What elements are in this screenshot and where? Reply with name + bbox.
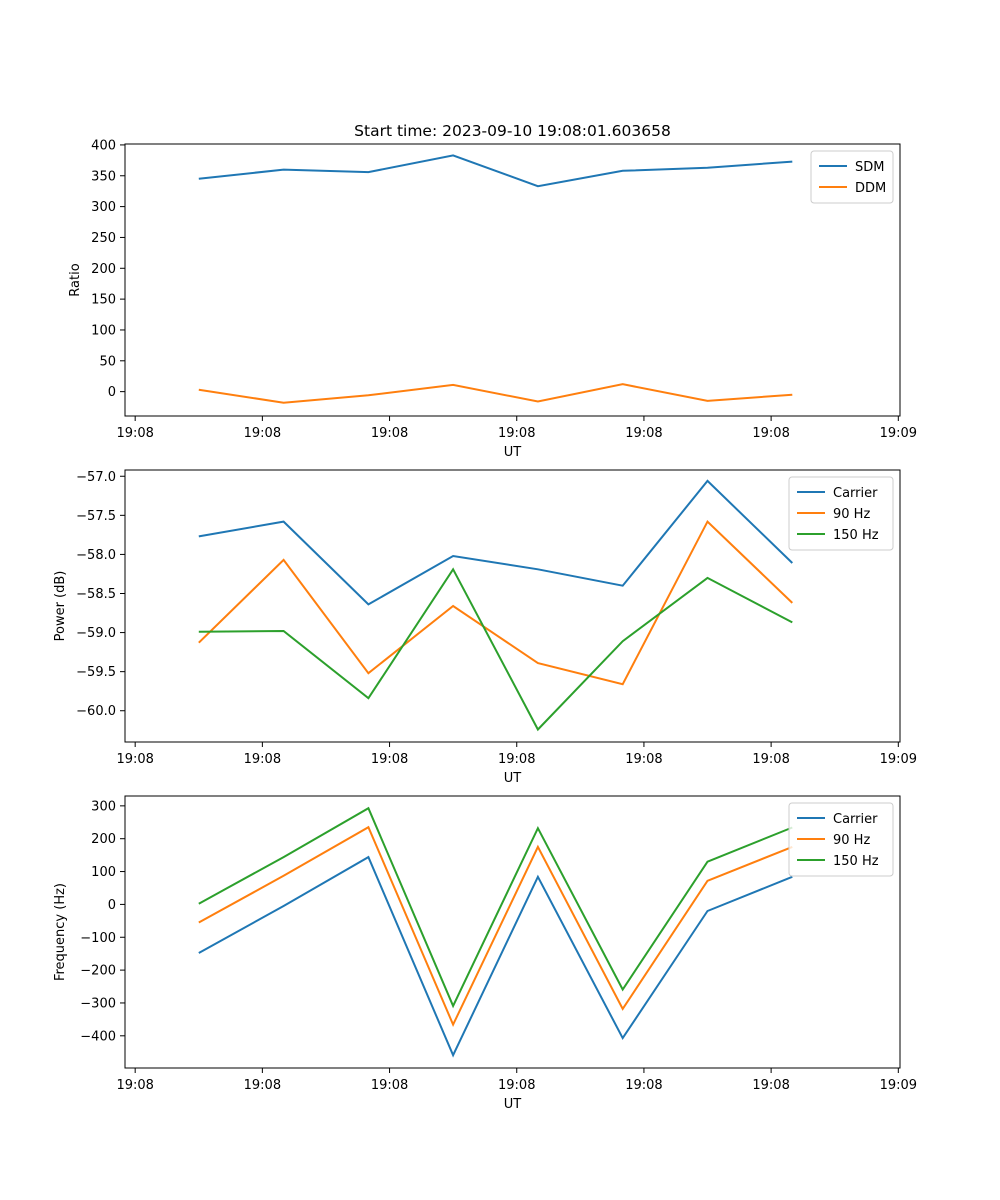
y-axis-label: Frequency (Hz)	[53, 883, 68, 981]
x-axis-label: UT	[504, 1097, 522, 1112]
x-tick-label: 19:09	[880, 752, 917, 767]
series-line-150-hz	[198, 806, 793, 1009]
y-tick-label: −400	[80, 1029, 116, 1044]
x-axis-label: UT	[504, 771, 522, 786]
y-tick-label: 300	[91, 200, 116, 215]
panel-3: −400 −300 −200 −100 0 100 200 300 19:08 19:08 19:0…	[53, 795, 917, 1112]
x-tick-label: 19:08	[498, 752, 535, 767]
x-tick-label: 19:08	[116, 1078, 153, 1093]
legend: SDM DDM	[810, 150, 894, 204]
y-tick-label: 150	[91, 293, 116, 308]
x-tick-label: 19:08	[752, 1078, 789, 1093]
y-tick-label: −57.5	[76, 509, 116, 524]
panel-2: −60.0 −59.5 −59.0 −58.5 −58.0 −57.5 −57.0 19:08…	[53, 469, 917, 786]
x-tick-label: 19:08	[752, 426, 789, 441]
y-tick-label: 100	[91, 865, 116, 880]
series-line-carrier	[198, 479, 793, 606]
x-tick-label: 19:08	[116, 426, 153, 441]
legend-label: 150 Hz	[833, 528, 879, 543]
series-line-ddm	[198, 383, 793, 404]
y-tick-label: 50	[99, 354, 116, 369]
axes-frame	[124, 143, 901, 417]
x-tick-label: 19:08	[752, 752, 789, 767]
x-tick-label: 19:08	[244, 752, 281, 767]
legend-label: 150 Hz	[833, 854, 879, 869]
y-tick-label: 0	[108, 898, 116, 913]
x-tick-label: 19:08	[244, 1078, 281, 1093]
x-tick-label: 19:08	[371, 1078, 408, 1093]
x-axis-label: UT	[504, 445, 522, 460]
x-tick-label: 19:09	[880, 426, 917, 441]
y-tick-label: −57.0	[76, 470, 116, 485]
x-tick-label: 19:08	[498, 1078, 535, 1093]
x-tick-label: 19:08	[244, 426, 281, 441]
y-tick-label: 400	[91, 138, 116, 153]
x-tick-label: 19:08	[371, 426, 408, 441]
x-tick-label: 19:08	[625, 426, 662, 441]
y-axis-label: Power (dB)	[53, 571, 68, 642]
y-tick-label: −60.0	[76, 704, 116, 719]
y-tick-label: 0	[108, 385, 116, 400]
legend-box	[788, 802, 894, 877]
y-tick-label: −200	[80, 964, 116, 979]
legend-label: Carrier	[833, 486, 878, 501]
axes-frame	[124, 795, 901, 1069]
y-tick-label: 250	[91, 231, 116, 246]
x-tick-label: 19:08	[625, 752, 662, 767]
axes-frame	[124, 469, 901, 743]
y-tick-label: 300	[91, 799, 116, 814]
legend-box	[788, 476, 894, 551]
legend-label: 90 Hz	[833, 833, 870, 848]
y-tick-label: −58.0	[76, 548, 116, 563]
legend-label: DDM	[855, 181, 886, 196]
x-tick-label: 19:08	[116, 752, 153, 767]
y-tick-label: −58.5	[76, 587, 116, 602]
y-tick-label: 100	[91, 323, 116, 338]
y-tick-label: 200	[91, 832, 116, 847]
legend-label: SDM	[855, 160, 884, 175]
legend-label: 90 Hz	[833, 507, 870, 522]
y-axis-label: Ratio	[68, 263, 83, 296]
series-line-90-hz	[198, 825, 793, 1028]
series-line-90-hz	[198, 519, 793, 686]
legend: Carrier 90 Hz 150 Hz	[788, 476, 894, 551]
legend-label: Carrier	[833, 812, 878, 827]
series-line-150-hz	[198, 567, 793, 732]
y-tick-label: −300	[80, 996, 116, 1011]
y-tick-label: −59.0	[76, 626, 116, 641]
series-line-sdm	[198, 154, 793, 188]
y-tick-label: −59.5	[76, 665, 116, 680]
x-tick-label: 19:09	[880, 1078, 917, 1093]
x-tick-label: 19:08	[371, 752, 408, 767]
figure-title: Start time: 2023-09-10 19:08:01.603658	[354, 122, 671, 140]
y-tick-label: 200	[91, 262, 116, 277]
panel-1: 0 50 100 150 200 250 300 350 400 19:08 19:08 19:08 1…	[68, 138, 917, 460]
x-tick-label: 19:08	[498, 426, 535, 441]
y-tick-label: 350	[91, 169, 116, 184]
x-tick-label: 19:08	[625, 1078, 662, 1093]
series-line-carrier	[198, 855, 793, 1058]
y-tick-label: −100	[80, 931, 116, 946]
legend: Carrier 90 Hz 150 Hz	[788, 802, 894, 877]
legend-box	[810, 150, 894, 204]
